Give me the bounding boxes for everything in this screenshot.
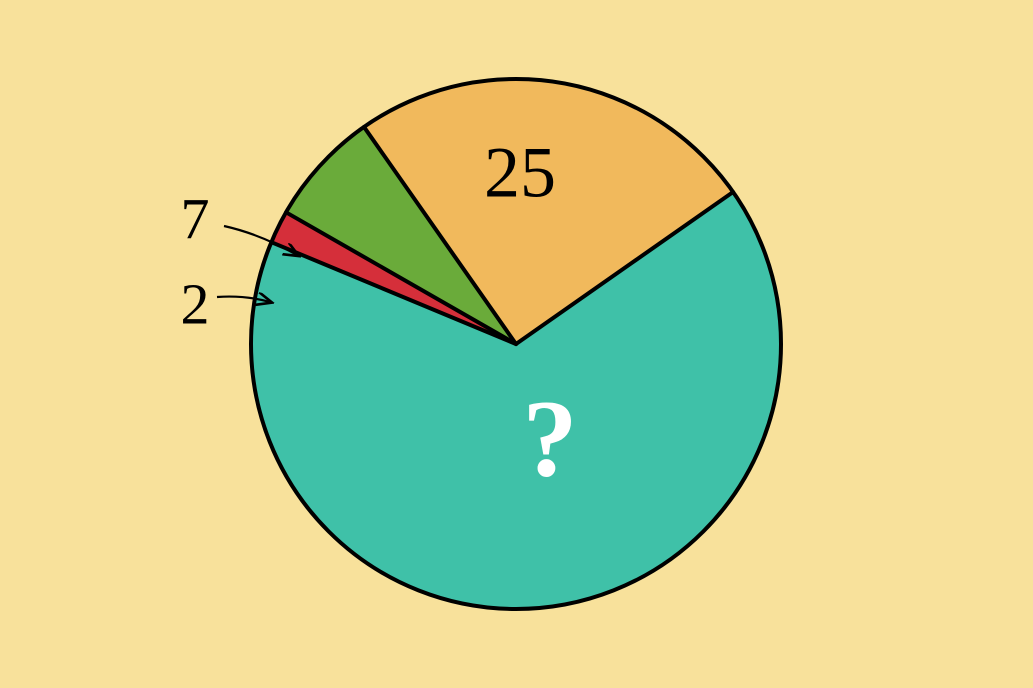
label-green-slice: 7 — [181, 186, 210, 251]
label-red-slice: 2 — [181, 271, 210, 336]
label-orange-slice: 25 — [484, 133, 556, 213]
pie-chart: ? 2 7 25 — [0, 0, 1033, 688]
label-unknown: ? — [523, 377, 578, 499]
